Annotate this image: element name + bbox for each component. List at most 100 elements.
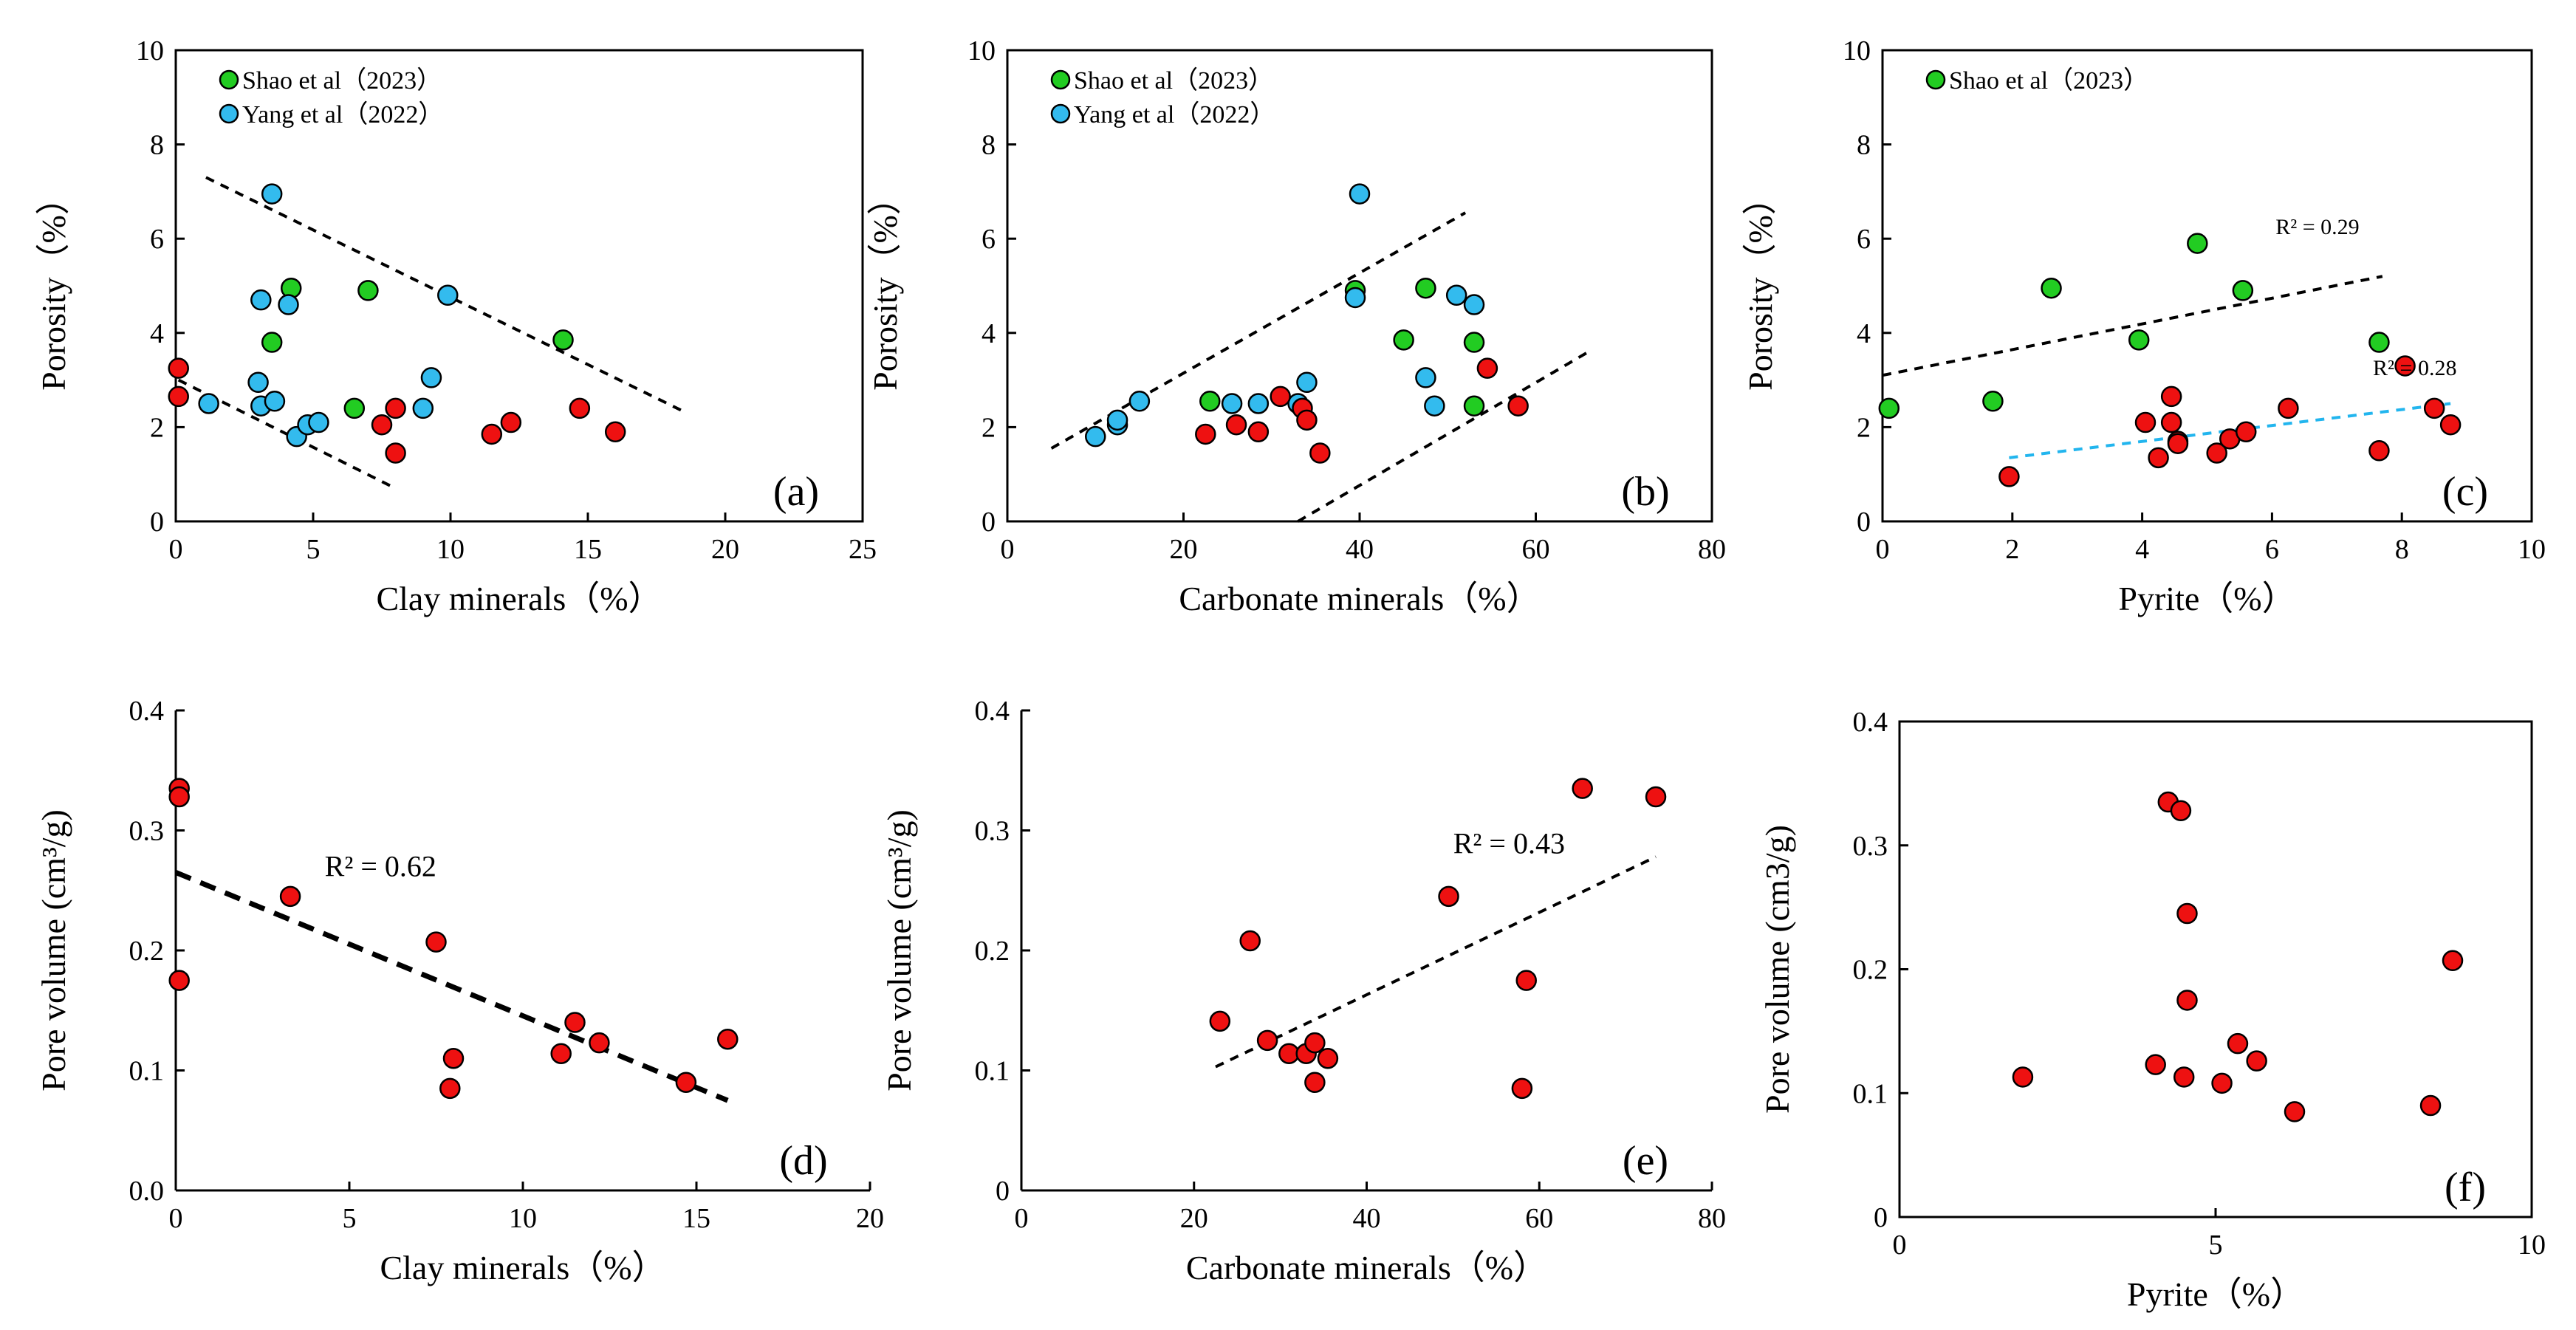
x-tick-label-e: 0 (1015, 1203, 1029, 1234)
y-tick-label-a: 4 (150, 318, 164, 349)
x-tick-label-c: 6 (2265, 534, 2279, 565)
data-point-d-0 (675, 1072, 697, 1093)
data-point-e-0 (1511, 1077, 1533, 1100)
chart-panel-f: 0 5 10 0 0.1 0.2 0.3 0.4 Pyrite（%） Pore volume (c… (1758, 707, 2546, 1313)
x-tick-label-b: 80 (1698, 534, 1726, 565)
data-point-b-1 (1106, 409, 1128, 431)
data-point-d-0 (564, 1012, 586, 1033)
x-tick-label-b: 20 (1170, 534, 1198, 565)
data-point-e-0 (1515, 970, 1537, 991)
x-tick-label-d: 20 (856, 1203, 884, 1234)
x-tick-label-e: 80 (1698, 1203, 1726, 1234)
data-point-d-0 (439, 1077, 461, 1100)
data-point-b-1 (1445, 284, 1467, 306)
data-point-c-1 (2278, 397, 2299, 419)
data-point-c-0 (1878, 397, 1900, 419)
y-axis-title-c: Porosity（%） (1741, 181, 1779, 391)
data-point-f-0 (2012, 1066, 2034, 1088)
y-tick-label-c: 2 (1857, 412, 1871, 443)
y-axis-title-b: Porosity（%） (866, 181, 904, 391)
data-point-a-1 (278, 294, 299, 315)
data-point-a-0 (552, 329, 574, 351)
data-point-e-0 (1317, 1048, 1339, 1069)
x-tick-label-a: 20 (711, 534, 739, 565)
y-tick-label-a: 10 (136, 35, 164, 66)
x-tick-label-c: 10 (2518, 534, 2546, 565)
y-tick-label-b: 6 (982, 224, 996, 255)
x-tick-label-b: 60 (1522, 534, 1550, 565)
data-point-f-0 (2176, 990, 2198, 1011)
data-point-e-0 (1239, 930, 1261, 952)
data-point-c-1 (2160, 411, 2182, 433)
y-tick-label-d: 0.3 (129, 816, 165, 847)
data-point-b-1 (1349, 183, 1371, 205)
data-point-a-1 (264, 391, 286, 412)
x-tick-label-e: 20 (1180, 1203, 1208, 1234)
data-point-b-0 (1415, 277, 1436, 299)
y-tick-label-e: 0.4 (975, 696, 1010, 727)
data-point-d-0 (168, 786, 190, 808)
trend-line-b (1297, 350, 1590, 523)
y-tick-label-f: 0.3 (1853, 831, 1888, 862)
plot-frame-a (174, 49, 864, 523)
data-point-f-0 (2284, 1101, 2306, 1122)
data-point-c-1 (2394, 355, 2416, 377)
x-axis-title-e: Carbonate minerals（%） (1186, 1249, 1547, 1286)
x-tick-label-f: 5 (2209, 1230, 2223, 1261)
trend-line-e (1215, 855, 1657, 1069)
data-point-a-0 (261, 332, 283, 353)
x-axis-title-b: Carbonate minerals（%） (1179, 580, 1540, 617)
chart-panel-b: 0 20 40 60 80 0 2 4 6 8 10 Carbonate minerals（%） Por… (866, 35, 1726, 617)
data-point-b-1 (1128, 391, 1151, 412)
legend-label-b: Shao et al（2023） (1074, 66, 1273, 95)
data-point-a-1 (420, 367, 442, 388)
data-point-f-0 (2227, 1032, 2249, 1055)
legend-label-a: Yang et al（2022） (242, 100, 443, 128)
x-tick-label-c: 2 (2005, 534, 2019, 565)
trend-line-b (1050, 211, 1467, 450)
data-point-f-0 (2211, 1072, 2233, 1094)
data-point-e-0 (1572, 778, 1593, 799)
panel-label-f: (f) (2445, 1165, 2486, 1210)
r-squared-annotation-c: R² = 0.28 (2373, 356, 2456, 380)
legend-marker-b (1050, 103, 1071, 124)
data-point-a-2 (569, 397, 591, 419)
legend-label-a: Shao et al（2023） (242, 66, 442, 95)
data-point-c-1 (2439, 414, 2462, 436)
data-point-c-0 (1982, 391, 2004, 412)
plot-frame-c (1881, 49, 2533, 523)
data-point-d-0 (550, 1043, 572, 1064)
data-point-d-0 (168, 970, 190, 991)
data-point-a-2 (168, 385, 189, 408)
data-point-a-2 (168, 357, 189, 379)
y-tick-label-b: 2 (982, 412, 996, 443)
data-point-a-0 (357, 280, 379, 301)
data-point-a-2 (604, 421, 626, 443)
data-point-b-1 (1344, 287, 1366, 309)
data-point-b-2 (1296, 409, 1318, 431)
data-point-f-0 (2246, 1050, 2267, 1072)
r-squared-annotation-d: R² = 0.62 (325, 849, 436, 882)
panel-label-a: (a) (773, 469, 819, 515)
data-point-e-0 (1256, 1029, 1278, 1052)
x-tick-label-e: 60 (1525, 1203, 1553, 1234)
data-point-b-1 (1296, 371, 1318, 394)
x-tick-label-d: 0 (169, 1203, 183, 1234)
data-point-a-2 (385, 442, 406, 464)
y-tick-label-a: 0 (150, 507, 164, 538)
x-tick-label-f: 10 (2518, 1230, 2546, 1261)
y-axis-title-f: Pore volume (cm3/g) (1758, 825, 1796, 1114)
data-point-a-2 (385, 397, 406, 419)
data-point-b-0 (1199, 391, 1221, 412)
data-point-b-1 (1085, 425, 1106, 448)
y-axis-title-a: Porosity（%） (35, 181, 72, 391)
data-point-f-0 (2145, 1054, 2166, 1075)
y-tick-label-c: 8 (1857, 130, 1871, 161)
data-point-b-2 (1309, 442, 1331, 464)
data-point-c-1 (2368, 440, 2390, 462)
data-point-a-2 (500, 411, 522, 433)
x-tick-label-d: 5 (343, 1203, 357, 1234)
data-point-c-1 (2148, 447, 2169, 469)
data-point-d-0 (425, 931, 447, 953)
